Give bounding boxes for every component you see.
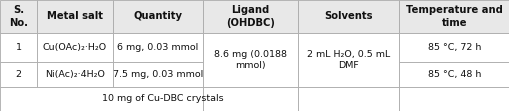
- Bar: [203, 87, 297, 111]
- Text: 10 mg of Cu-DBC crystals: 10 mg of Cu-DBC crystals: [101, 94, 223, 103]
- Text: Ligand
(OHDBC): Ligand (OHDBC): [226, 5, 274, 28]
- Text: Temperature and
time: Temperature and time: [405, 5, 502, 28]
- Text: 85 °C, 48 h: 85 °C, 48 h: [427, 70, 480, 79]
- Bar: [398, 62, 509, 87]
- Bar: [398, 33, 509, 62]
- Text: 2 mL H₂O, 0.5 mL
DMF: 2 mL H₂O, 0.5 mL DMF: [306, 50, 389, 70]
- Text: Quantity: Quantity: [133, 11, 182, 21]
- Bar: [203, 0, 297, 33]
- Text: Cu(OAc)₂·H₂O: Cu(OAc)₂·H₂O: [43, 43, 107, 52]
- Text: S.
No.: S. No.: [9, 5, 28, 28]
- Text: 85 °C, 72 h: 85 °C, 72 h: [427, 43, 480, 52]
- Bar: [112, 62, 203, 87]
- Text: Ni(Ac)₂·4H₂O: Ni(Ac)₂·4H₂O: [45, 70, 105, 79]
- Bar: [0, 62, 37, 87]
- Bar: [398, 0, 509, 33]
- Bar: [297, 0, 398, 33]
- Bar: [37, 33, 112, 62]
- Bar: [112, 33, 203, 62]
- Bar: [297, 33, 398, 87]
- Bar: [37, 62, 112, 87]
- Text: 8.6 mg (0.0188
mmol): 8.6 mg (0.0188 mmol): [214, 50, 287, 70]
- Bar: [203, 33, 297, 87]
- Text: 6 mg, 0.03 mmol: 6 mg, 0.03 mmol: [117, 43, 199, 52]
- Bar: [112, 0, 203, 33]
- Bar: [398, 87, 509, 111]
- Bar: [0, 33, 37, 62]
- Bar: [0, 87, 203, 111]
- Text: 7.5 mg, 0.03 mmol: 7.5 mg, 0.03 mmol: [113, 70, 203, 79]
- Text: Metal salt: Metal salt: [47, 11, 103, 21]
- Bar: [0, 0, 37, 33]
- Text: Solvents: Solvents: [323, 11, 372, 21]
- Text: 2: 2: [16, 70, 21, 79]
- Text: 1: 1: [16, 43, 21, 52]
- Bar: [37, 0, 112, 33]
- Bar: [297, 87, 398, 111]
